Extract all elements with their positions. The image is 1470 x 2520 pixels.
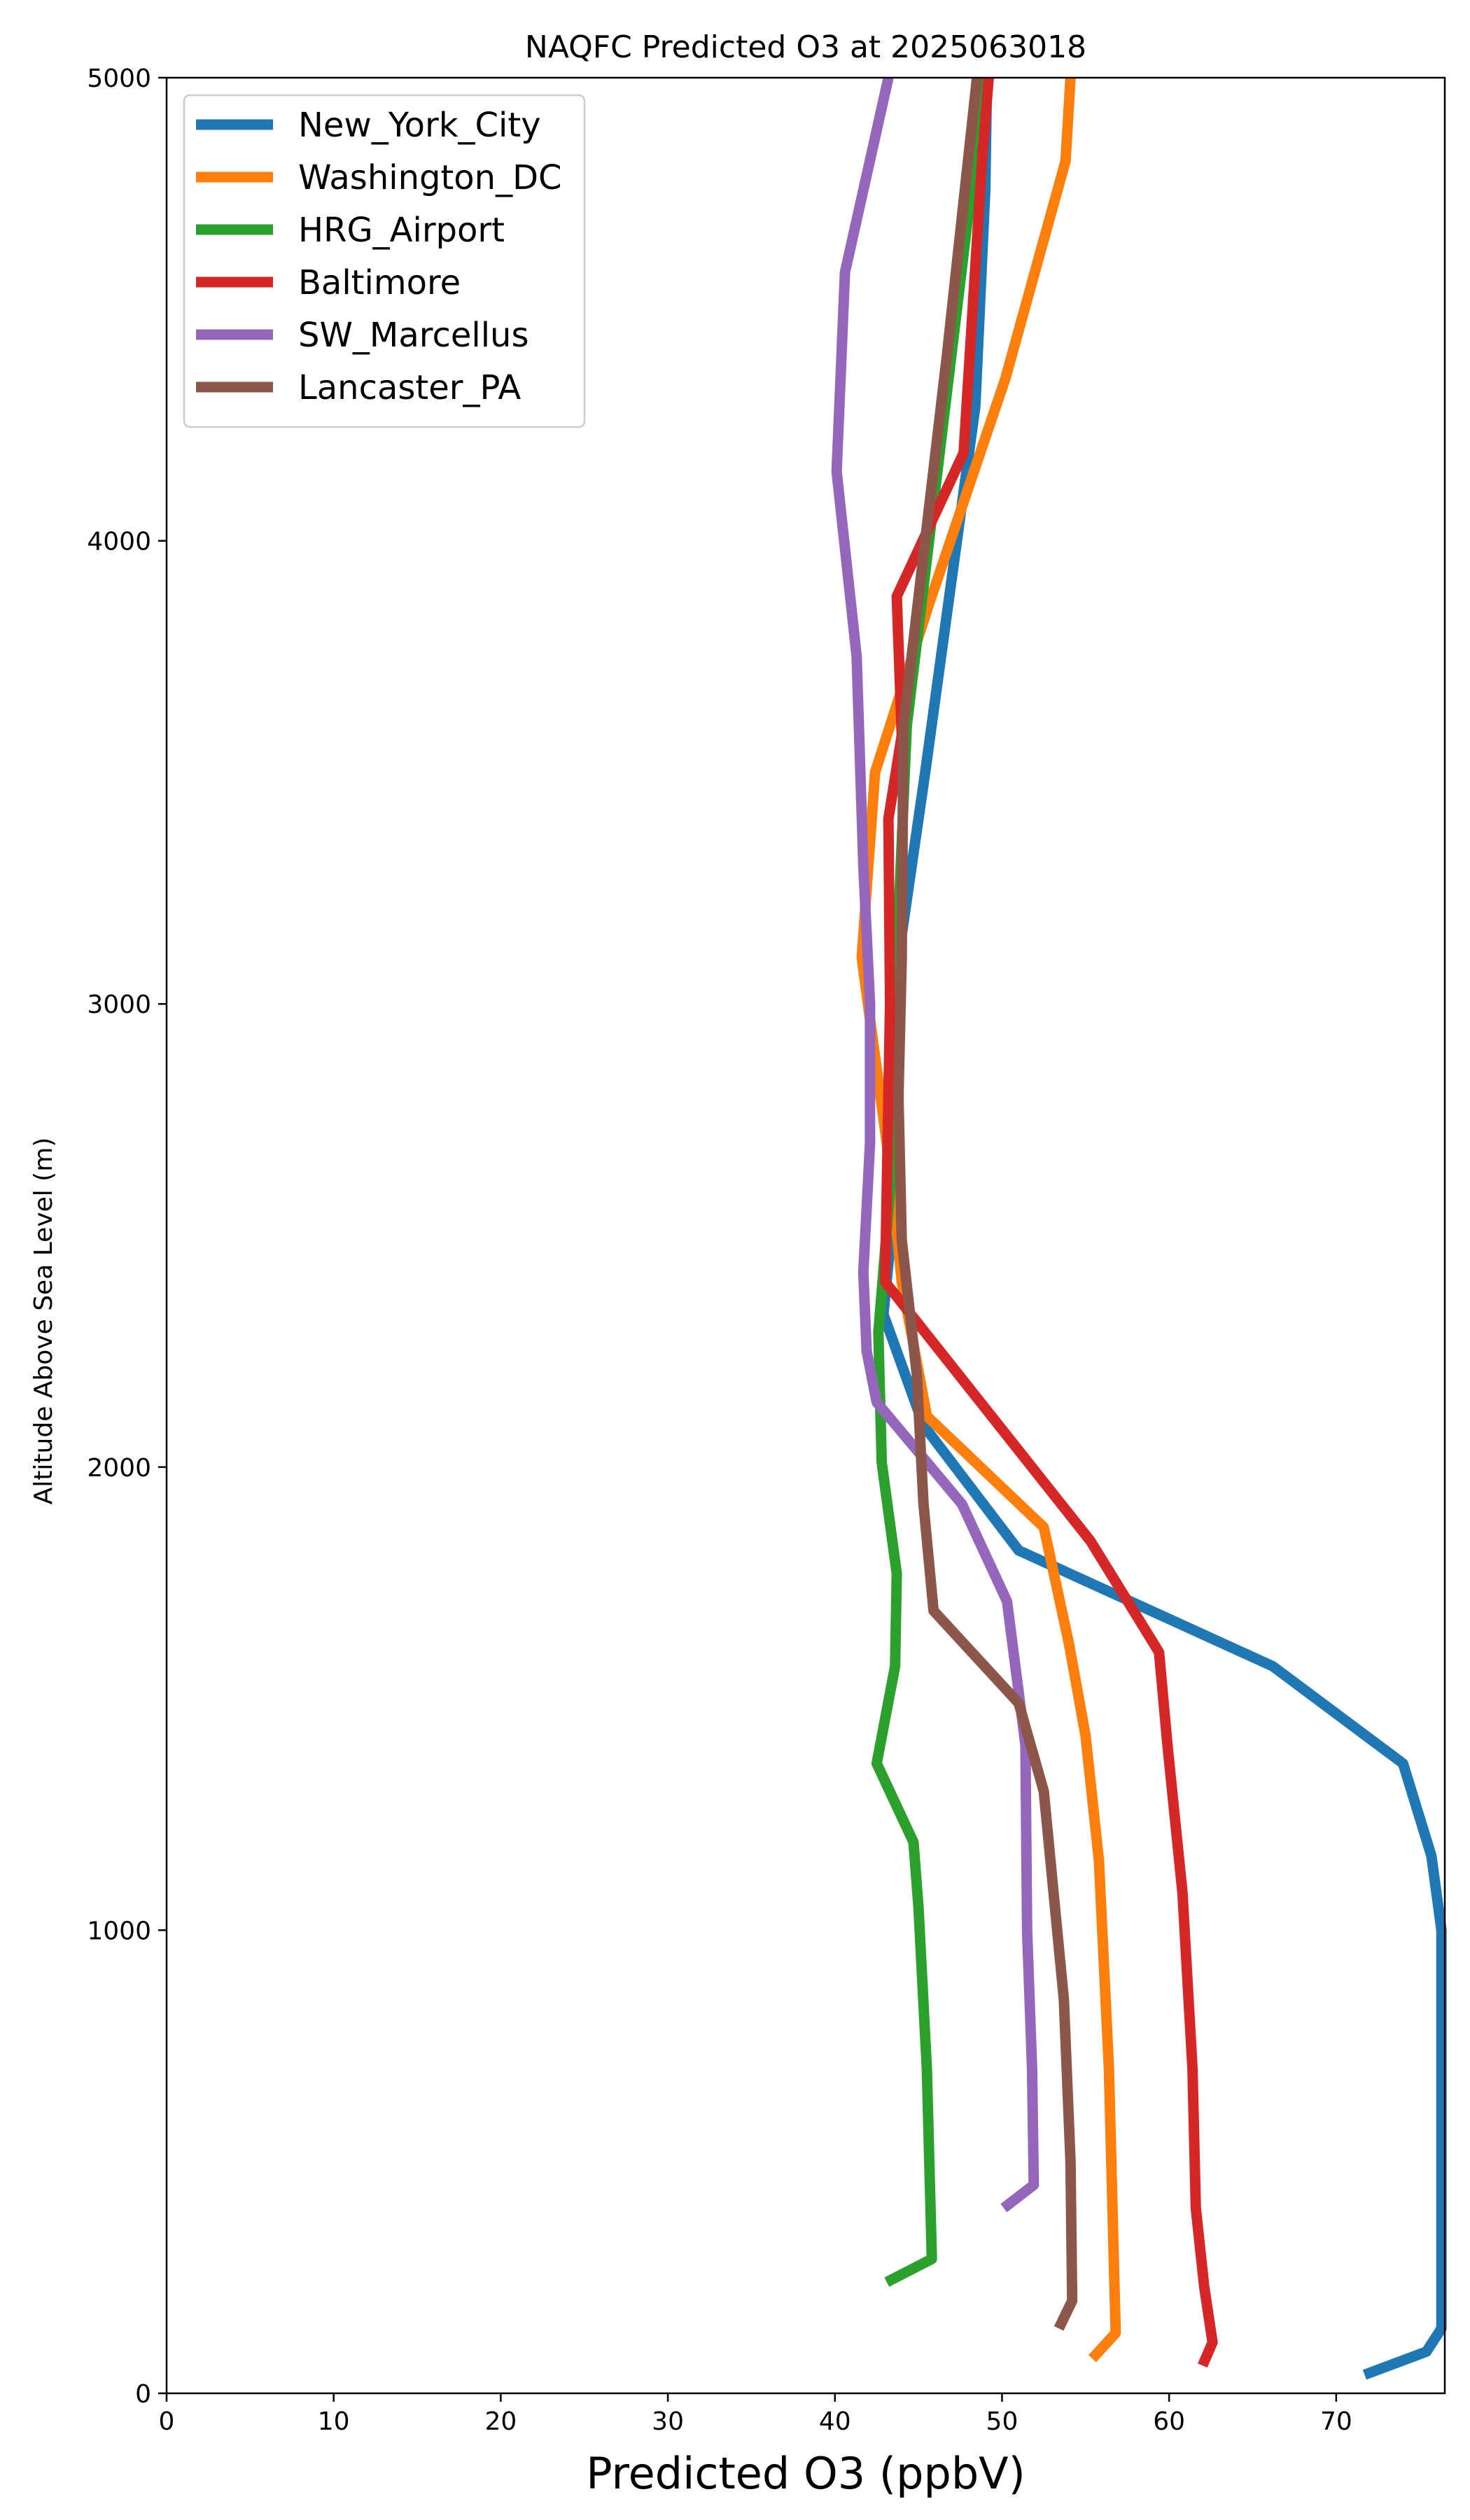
y-axis-label: Altitude Above Sea Level (m) [29,1138,58,1505]
x-tick-label: 0 [159,2407,175,2436]
legend-label: New_York_City [298,106,541,145]
x-tick-label: 10 [318,2407,350,2436]
series-layer [831,76,1447,2380]
y-tick-label: 1000 [87,1917,151,1945]
plot-frame [165,76,1446,2395]
legend-label: Lancaster_PA [298,368,521,407]
legend-label: SW_Marcellus [298,316,528,355]
y-tick-label: 3000 [87,990,151,1019]
x-tick-label: 60 [1153,2407,1185,2436]
y-tick-label: 5000 [87,64,151,93]
y-tick-label: 4000 [87,528,151,556]
axes: 0 10 20 30 40 50 60 70 0 1000 2000 3000 4000 5000 [87,64,1446,2436]
series-line-lancaster-pa [893,77,1078,2331]
legend-label: Washington_DC [298,158,562,197]
series-line-new-york-city [878,77,1447,2380]
x-tick-label: 40 [819,2407,851,2436]
x-axis-label: Predicted O3 (ppbV) [586,2448,1026,2499]
legend-label: Baltimore [298,263,461,302]
x-tick-label: 70 [1320,2407,1352,2436]
legend-box [183,94,586,428]
legend-label: HRG_Airport [298,211,505,250]
x-tick-label: 30 [652,2407,684,2436]
y-tick-label: 2000 [87,1454,151,1483]
series-line-sw-marcellus [831,76,1040,2213]
series-line-baltimore [879,77,1218,2368]
y-tick-label: 0 [135,2380,151,2409]
x-tick-label: 50 [986,2407,1018,2436]
chart-title: NAQFC Predicted O3 at 2025063018 [525,29,1086,65]
x-tick-label: 20 [484,2407,517,2436]
legend: New_York_City Washington_DC HRG_Airport Bal… [183,94,586,428]
